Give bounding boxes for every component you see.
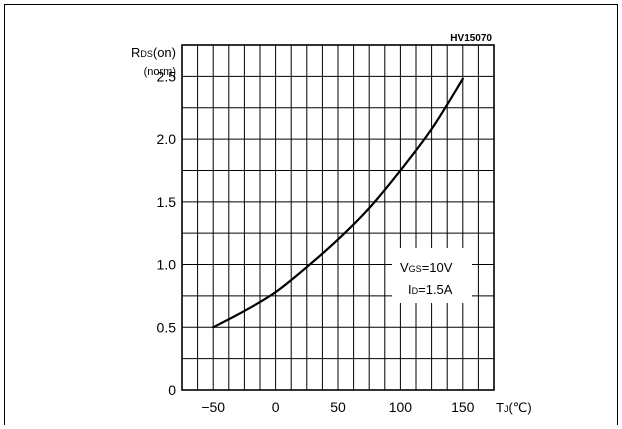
x-tick-label: 100 [389,399,413,415]
x-tick-label: 0 [272,399,280,415]
y-tick-label: 2.0 [157,131,177,147]
plot-border [181,44,495,391]
chart-code: HV15070 [450,33,492,44]
y-tick-label: 1.0 [157,257,177,273]
x-tick-label: 150 [451,399,475,415]
y-tick-label: 0 [168,382,176,398]
y-axis-label: RDS(on) [131,45,176,60]
y-tick-labels: 0 0.5 1.0 1.5 2.0 2.5 [157,68,177,398]
y-axis-unit: (norm) [144,66,176,78]
y-tick-label: 2.5 [157,68,177,84]
annotation-box [392,248,472,303]
y-tick-label: 1.5 [157,194,177,210]
x-tick-label: 50 [330,399,346,415]
x-axis-label: TJ(℃) [496,400,532,415]
x-tick-label: −50 [201,399,225,415]
rds-curve [212,77,464,329]
grid [182,45,494,390]
x-tick-labels: −50 0 50 100 150 [201,399,474,415]
annotation-vgs: VGS=10V [400,260,453,275]
y-tick-label: 0.5 [157,319,177,335]
figure-frame [4,4,618,425]
annotation-id: ID=1.5A [408,282,453,297]
